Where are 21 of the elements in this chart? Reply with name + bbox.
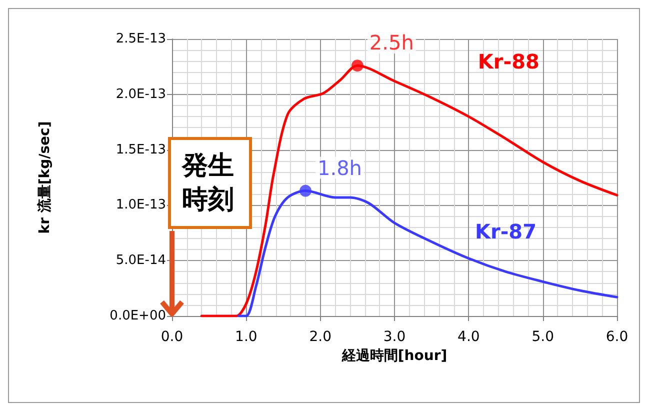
y-axis-title: kr 流量[kg/sec] (36, 121, 53, 234)
x-tick-label: 6.0 (606, 329, 628, 345)
annotation: 1.8h (318, 156, 362, 180)
y-tick-label: 0.0E+00 (110, 308, 166, 324)
x-tick-label: 0.0 (160, 329, 184, 345)
annotation: 2.5h (369, 30, 414, 55)
x-axis-title: 経過時間[hour] (340, 348, 448, 364)
text: Kr-88 (478, 50, 540, 74)
x-tick-label: 5.0 (532, 329, 554, 345)
annotation: 発生時刻 (182, 150, 235, 217)
y-tick-label: 2.0E-13 (116, 86, 166, 102)
x-tick-label: 4.0 (458, 329, 480, 345)
x-tick-label: 3.0 (383, 329, 406, 345)
x-tick-label: 2.0 (309, 329, 332, 345)
y-tick-label: 1.5E-13 (116, 142, 166, 158)
series-label: Kr-87 (475, 220, 536, 244)
y-tick-label: 5.0E-14 (116, 253, 166, 268)
x-tick-label: 1.0 (235, 329, 258, 345)
callout-box: 発生時刻 (168, 137, 252, 229)
y-tick-label: 1.0E-13 (116, 198, 166, 213)
y-tick-label: 2.5E-13 (116, 32, 166, 46)
